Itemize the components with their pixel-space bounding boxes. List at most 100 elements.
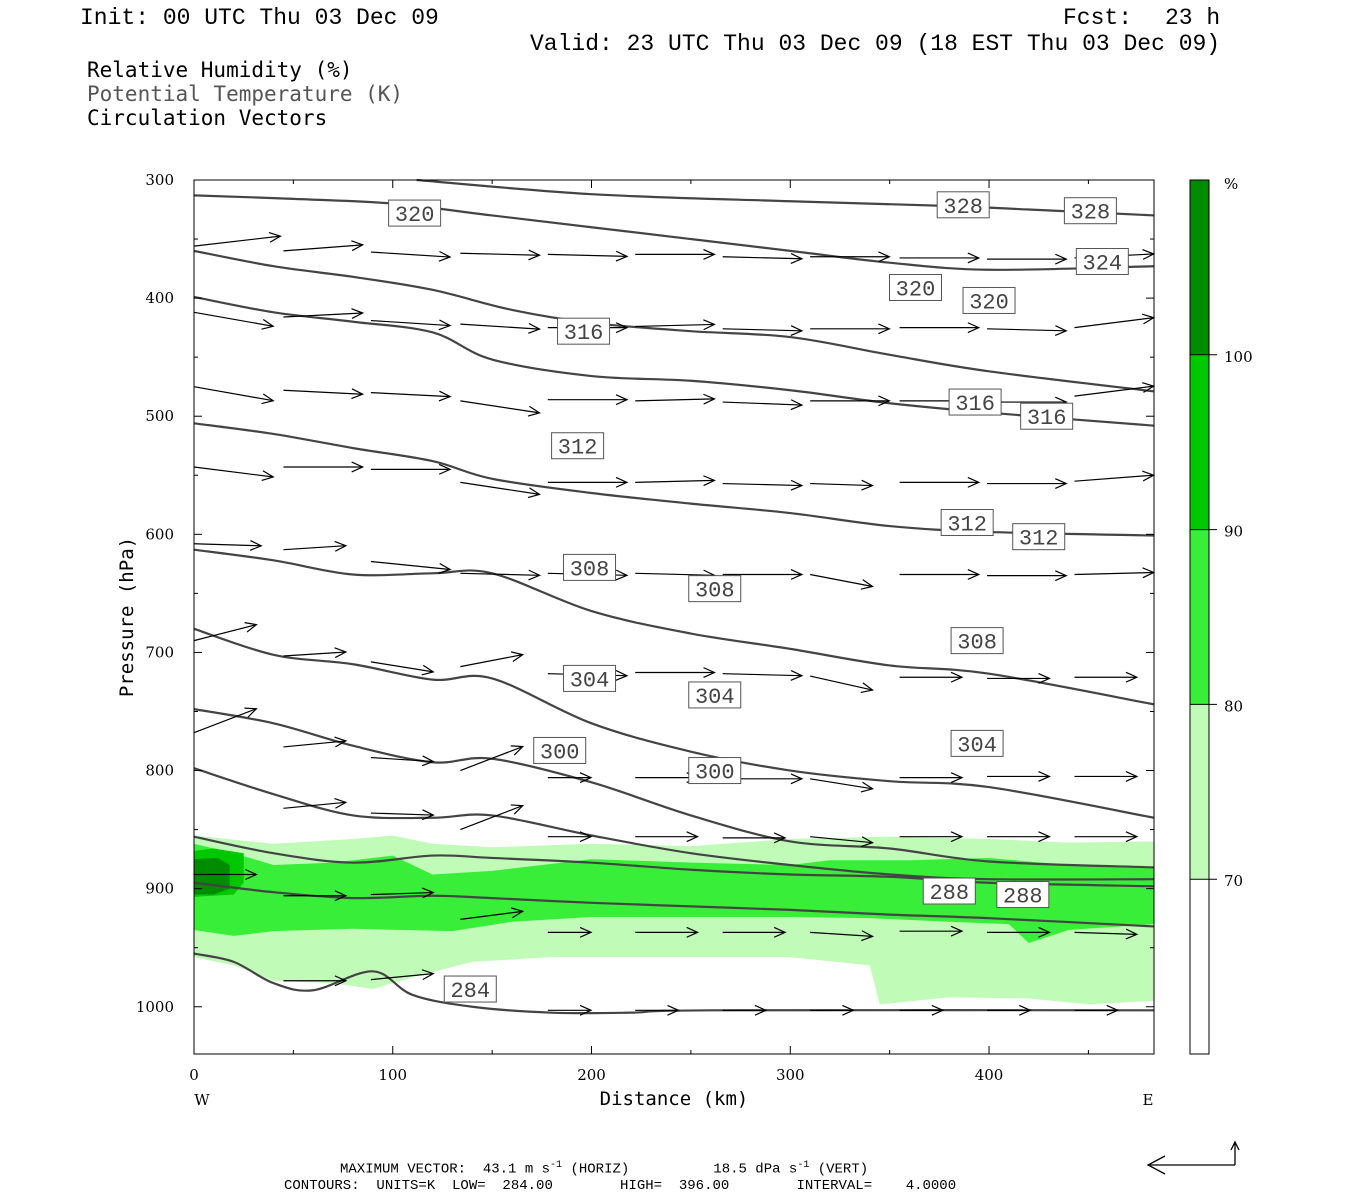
y-tick-label: 800: [145, 762, 174, 780]
circulation-vector: [722, 1004, 768, 1016]
contour-info: CONTOURS: UNITS=K LOW= 284.00 HIGH= 396.…: [284, 1178, 957, 1194]
reference-vector-icon: [1146, 1140, 1240, 1175]
circulation-vector: [635, 248, 716, 260]
maximum-vector-note: MAXIMUM VECTOR: 43.1 m s -1 (HORIZ) 18.5 …: [340, 1158, 868, 1178]
circulation-vector: [460, 249, 542, 261]
circulation-vector: [460, 804, 525, 831]
max-vector-horiz: MAXIMUM VECTOR: 43.1 m s: [340, 1161, 551, 1178]
circulation-vector: [899, 831, 964, 843]
circulation-vector: [370, 887, 435, 899]
circulation-vector: [635, 831, 700, 843]
theta-contour-328: [416, 178, 1155, 217]
circulation-vector: [370, 250, 452, 262]
contour-label: 320: [388, 199, 442, 228]
circulation-vector: [899, 671, 964, 683]
colorbar-frame: [1189, 179, 1210, 1055]
circulation-vector: [283, 797, 348, 809]
circulation-vector: [370, 755, 435, 767]
contour-label-text: 320: [896, 277, 936, 302]
circulation-vector: [194, 869, 258, 880]
plot-frame: [193, 179, 1155, 1055]
contour-label: 316: [1020, 402, 1074, 431]
circulation-vector: [460, 907, 525, 920]
contour-label: 320: [888, 273, 942, 302]
colorbar-label: 80: [1224, 697, 1243, 715]
circulation-vector: [1074, 313, 1156, 329]
contour-label-text: 300: [540, 740, 580, 765]
east-label: E: [1143, 1091, 1154, 1109]
max-vector-vert-label: (VERT): [809, 1161, 869, 1178]
circulation-vector: [1074, 567, 1156, 579]
x-axis-title: Distance (km): [600, 1088, 749, 1110]
circulation-vector: [370, 390, 452, 402]
circulation-vector: [722, 253, 804, 264]
circulation-vector: [987, 926, 1051, 938]
circulation-vector: [283, 308, 365, 319]
legend-relative-humidity: Relative Humidity (%): [87, 58, 353, 82]
x-tick-label: 200: [577, 1066, 606, 1084]
contour-label: 304: [950, 729, 1004, 758]
theta-contour-304: [193, 627, 1155, 819]
contour-label: 284: [443, 975, 497, 1004]
circulation-vector: [370, 560, 452, 574]
circulation-vector: [370, 969, 435, 981]
forecast-label: Fcst:: [1063, 5, 1133, 31]
circulation-vector: [987, 478, 1068, 489]
circulation-vector: [460, 651, 525, 668]
colorbar-unit: %: [1224, 175, 1238, 193]
theta-contour-320: [193, 249, 1155, 393]
circulation-vector: [547, 1004, 593, 1016]
circulation-vector: [899, 1004, 945, 1016]
contour-label-text: 308: [695, 579, 735, 604]
forecast-hour: 23 h: [1165, 5, 1221, 31]
circulation-vector: [283, 240, 365, 252]
circulation-vector: [810, 675, 874, 694]
contour-label: 304: [688, 681, 742, 710]
legend-circulation-vectors: Circulation Vectors: [87, 106, 328, 130]
circulation-vector: [810, 323, 891, 335]
colorbar-segment: [1190, 354, 1209, 530]
circulation-vector: [370, 661, 435, 676]
circulation-vector: [193, 386, 275, 405]
circulation-vector: [987, 570, 1068, 582]
x-tick-label: 300: [776, 1066, 805, 1084]
circulation-vector: [193, 466, 275, 482]
circulation-vector: [193, 540, 263, 551]
circulation-vector: [460, 745, 525, 772]
circulation-vector: [1074, 771, 1139, 782]
contour-label-text: 288: [929, 881, 969, 906]
circulation-vector: [722, 832, 787, 844]
contour-label: 316: [948, 388, 1002, 417]
y-tick-label: 500: [145, 407, 174, 425]
circulation-vector: [193, 622, 258, 642]
circulation-vector: [547, 250, 629, 262]
contour-label: 312: [940, 509, 994, 538]
circulation-vector: [635, 667, 716, 678]
contour-label: 316: [557, 317, 611, 346]
y-tick-label: 900: [145, 880, 174, 898]
contour-label: 288: [996, 881, 1050, 910]
y-tick-label: 600: [145, 525, 174, 543]
y-tick-label: 400: [145, 289, 174, 307]
circulation-vector: [987, 771, 1051, 782]
circulation-vector: [547, 926, 593, 938]
circulation-vector: [193, 707, 258, 734]
unit-exponent: -1: [797, 1160, 810, 1171]
contour-label: 312: [551, 432, 605, 461]
circulation-vector: [722, 479, 804, 491]
max-vector-vert: (HORIZ) 18.5 dPa s: [562, 1161, 798, 1178]
contour-label-text: 320: [395, 203, 435, 228]
circulation-vector: [283, 388, 365, 400]
circulation-vector: [370, 809, 435, 821]
colorbar-segment: [1190, 529, 1209, 705]
contour-label: 324: [1075, 247, 1129, 276]
colorbar-label: 70: [1224, 872, 1243, 890]
contour-label-text: 284: [450, 979, 490, 1004]
circulation-vector: [283, 647, 348, 659]
theta-contour-312: [193, 422, 1155, 537]
circulation-vector: [635, 475, 716, 487]
circulation-vector: [722, 669, 804, 681]
circulation-vector: [899, 322, 981, 334]
circulation-vector: [810, 395, 891, 407]
